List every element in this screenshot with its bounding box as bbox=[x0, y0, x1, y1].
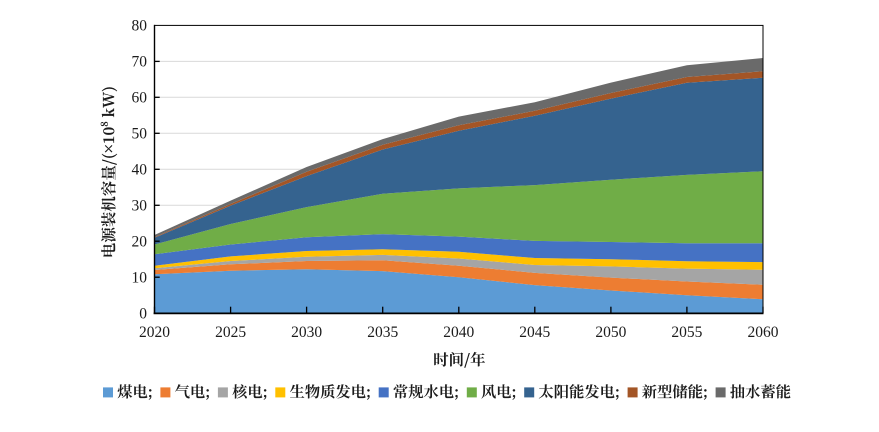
svg-text:2060: 2060 bbox=[748, 324, 779, 341]
svg-text:0: 0 bbox=[139, 305, 147, 322]
svg-text:2055: 2055 bbox=[671, 324, 702, 341]
svg-text:2045: 2045 bbox=[519, 324, 550, 341]
svg-text:80: 80 bbox=[132, 18, 148, 35]
svg-text:2020: 2020 bbox=[139, 324, 170, 341]
svg-text:30: 30 bbox=[132, 198, 148, 215]
svg-text:2025: 2025 bbox=[215, 324, 246, 341]
svg-text:2035: 2035 bbox=[367, 324, 398, 341]
svg-text:70: 70 bbox=[132, 54, 148, 71]
svg-text:20: 20 bbox=[132, 233, 148, 250]
svg-text:10: 10 bbox=[132, 269, 148, 286]
svg-text:40: 40 bbox=[132, 162, 148, 179]
svg-text:50: 50 bbox=[132, 126, 148, 143]
svg-text:2040: 2040 bbox=[443, 324, 474, 341]
svg-text:60: 60 bbox=[132, 90, 148, 107]
svg-text:2050: 2050 bbox=[595, 324, 626, 341]
svg-text:2030: 2030 bbox=[291, 324, 322, 341]
